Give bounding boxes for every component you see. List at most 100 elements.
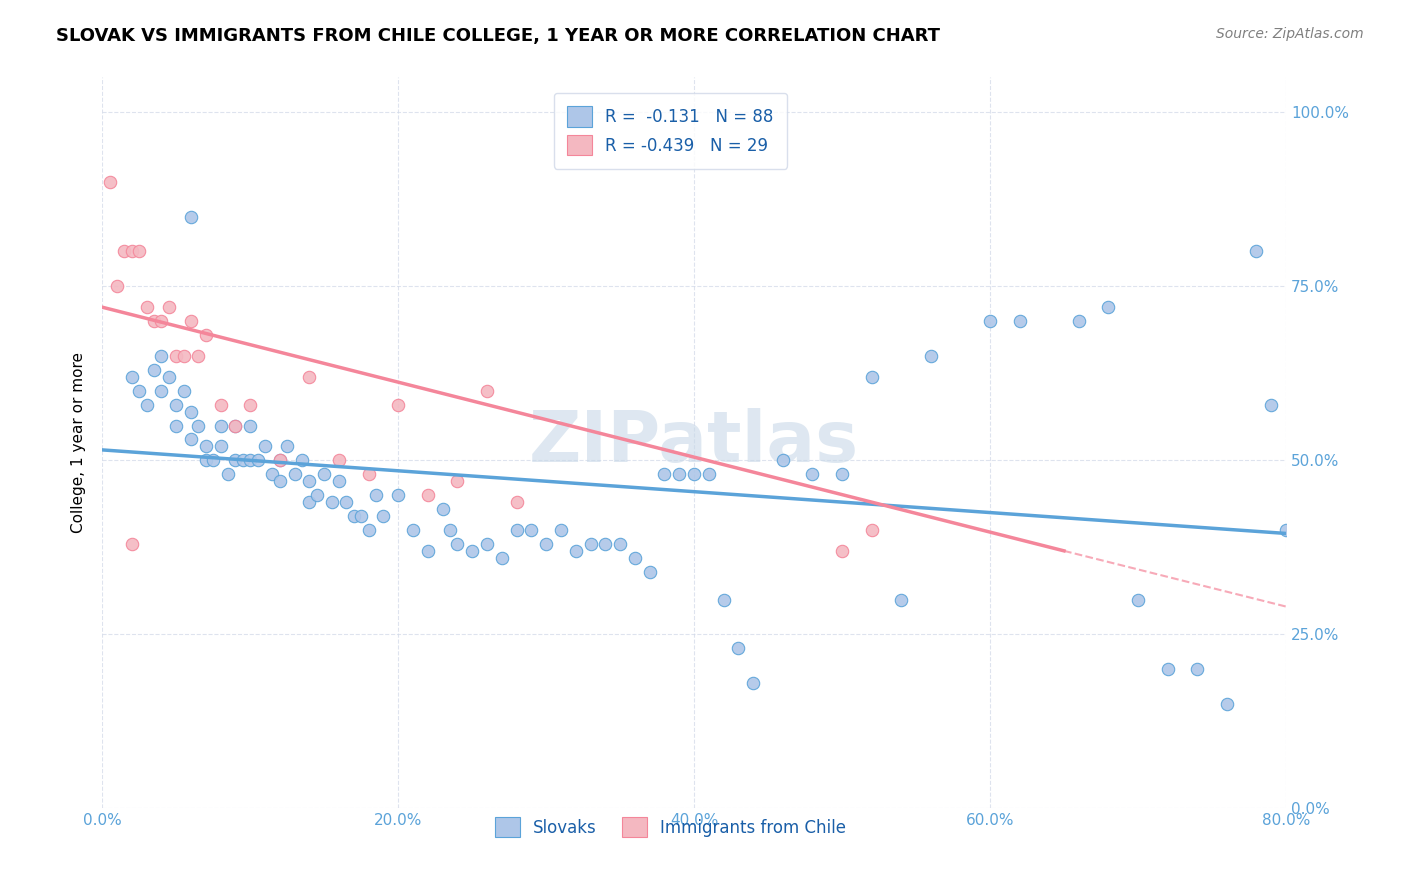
Point <box>350 509 373 524</box>
Point <box>180 404 202 418</box>
Point <box>180 433 202 447</box>
Point <box>860 523 883 537</box>
Point <box>505 495 527 509</box>
Point <box>239 398 262 412</box>
Point <box>321 495 343 509</box>
Point <box>150 349 173 363</box>
Point <box>491 550 513 565</box>
Point <box>128 244 150 259</box>
Point <box>180 314 202 328</box>
Text: SLOVAK VS IMMIGRANTS FROM CHILE COLLEGE, 1 YEAR OR MORE CORRELATION CHART: SLOVAK VS IMMIGRANTS FROM CHILE COLLEGE,… <box>56 27 941 45</box>
Point <box>727 641 749 656</box>
Point <box>742 676 765 690</box>
Point <box>416 544 439 558</box>
Point <box>150 384 173 398</box>
Point <box>209 398 232 412</box>
Point <box>1246 244 1268 259</box>
Point <box>121 537 143 551</box>
Point <box>1097 300 1119 314</box>
Point <box>224 418 246 433</box>
Point <box>564 544 586 558</box>
Point <box>328 474 350 488</box>
Point <box>187 418 209 433</box>
Point <box>1275 523 1298 537</box>
Point <box>1008 314 1031 328</box>
Point <box>121 244 143 259</box>
Point <box>1156 662 1178 676</box>
Point <box>239 453 262 467</box>
Point <box>475 384 498 398</box>
Point <box>202 453 225 467</box>
Point <box>387 398 409 412</box>
Point <box>713 592 735 607</box>
Point <box>364 488 387 502</box>
Legend: Slovaks, Immigrants from Chile: Slovaks, Immigrants from Chile <box>488 810 853 844</box>
Point <box>357 467 380 482</box>
Point <box>173 349 195 363</box>
Point <box>150 314 173 328</box>
Point <box>920 349 942 363</box>
Point <box>1216 697 1239 711</box>
Point <box>697 467 720 482</box>
Point <box>194 453 217 467</box>
Point <box>262 467 284 482</box>
Point <box>314 467 336 482</box>
Point <box>461 544 484 558</box>
Point <box>246 453 269 467</box>
Point <box>269 453 291 467</box>
Point <box>112 244 135 259</box>
Point <box>121 369 143 384</box>
Point <box>609 537 631 551</box>
Point <box>860 369 883 384</box>
Point <box>269 474 291 488</box>
Point <box>550 523 572 537</box>
Point <box>298 369 321 384</box>
Text: Source: ZipAtlas.com: Source: ZipAtlas.com <box>1216 27 1364 41</box>
Point <box>253 439 276 453</box>
Point <box>217 467 239 482</box>
Point <box>328 453 350 467</box>
Point <box>638 565 661 579</box>
Point <box>668 467 690 482</box>
Point <box>1126 592 1149 607</box>
Point <box>801 467 824 482</box>
Point <box>224 418 246 433</box>
Point <box>387 488 409 502</box>
Point <box>1260 398 1282 412</box>
Point <box>128 384 150 398</box>
Point <box>187 349 209 363</box>
Point <box>446 474 468 488</box>
Point <box>239 418 262 433</box>
Point <box>298 474 321 488</box>
Point <box>105 279 128 293</box>
Point <box>305 488 328 502</box>
Point <box>402 523 425 537</box>
Point <box>373 509 395 524</box>
Point <box>98 175 121 189</box>
Point <box>772 453 794 467</box>
Point <box>979 314 1001 328</box>
Point <box>224 453 246 467</box>
Point <box>446 537 468 551</box>
Point <box>534 537 557 551</box>
Point <box>357 523 380 537</box>
Point <box>595 537 617 551</box>
Point <box>520 523 543 537</box>
Point <box>135 300 157 314</box>
Point <box>165 418 187 433</box>
Point <box>269 453 291 467</box>
Point <box>173 384 195 398</box>
Point <box>505 523 527 537</box>
Point <box>194 439 217 453</box>
Text: ZIPatlas: ZIPatlas <box>529 409 859 477</box>
Point <box>579 537 602 551</box>
Point <box>194 328 217 343</box>
Point <box>1067 314 1090 328</box>
Point <box>1185 662 1208 676</box>
Point <box>624 550 647 565</box>
Point <box>890 592 912 607</box>
Point <box>335 495 357 509</box>
Point <box>683 467 706 482</box>
Point <box>416 488 439 502</box>
Point <box>232 453 254 467</box>
